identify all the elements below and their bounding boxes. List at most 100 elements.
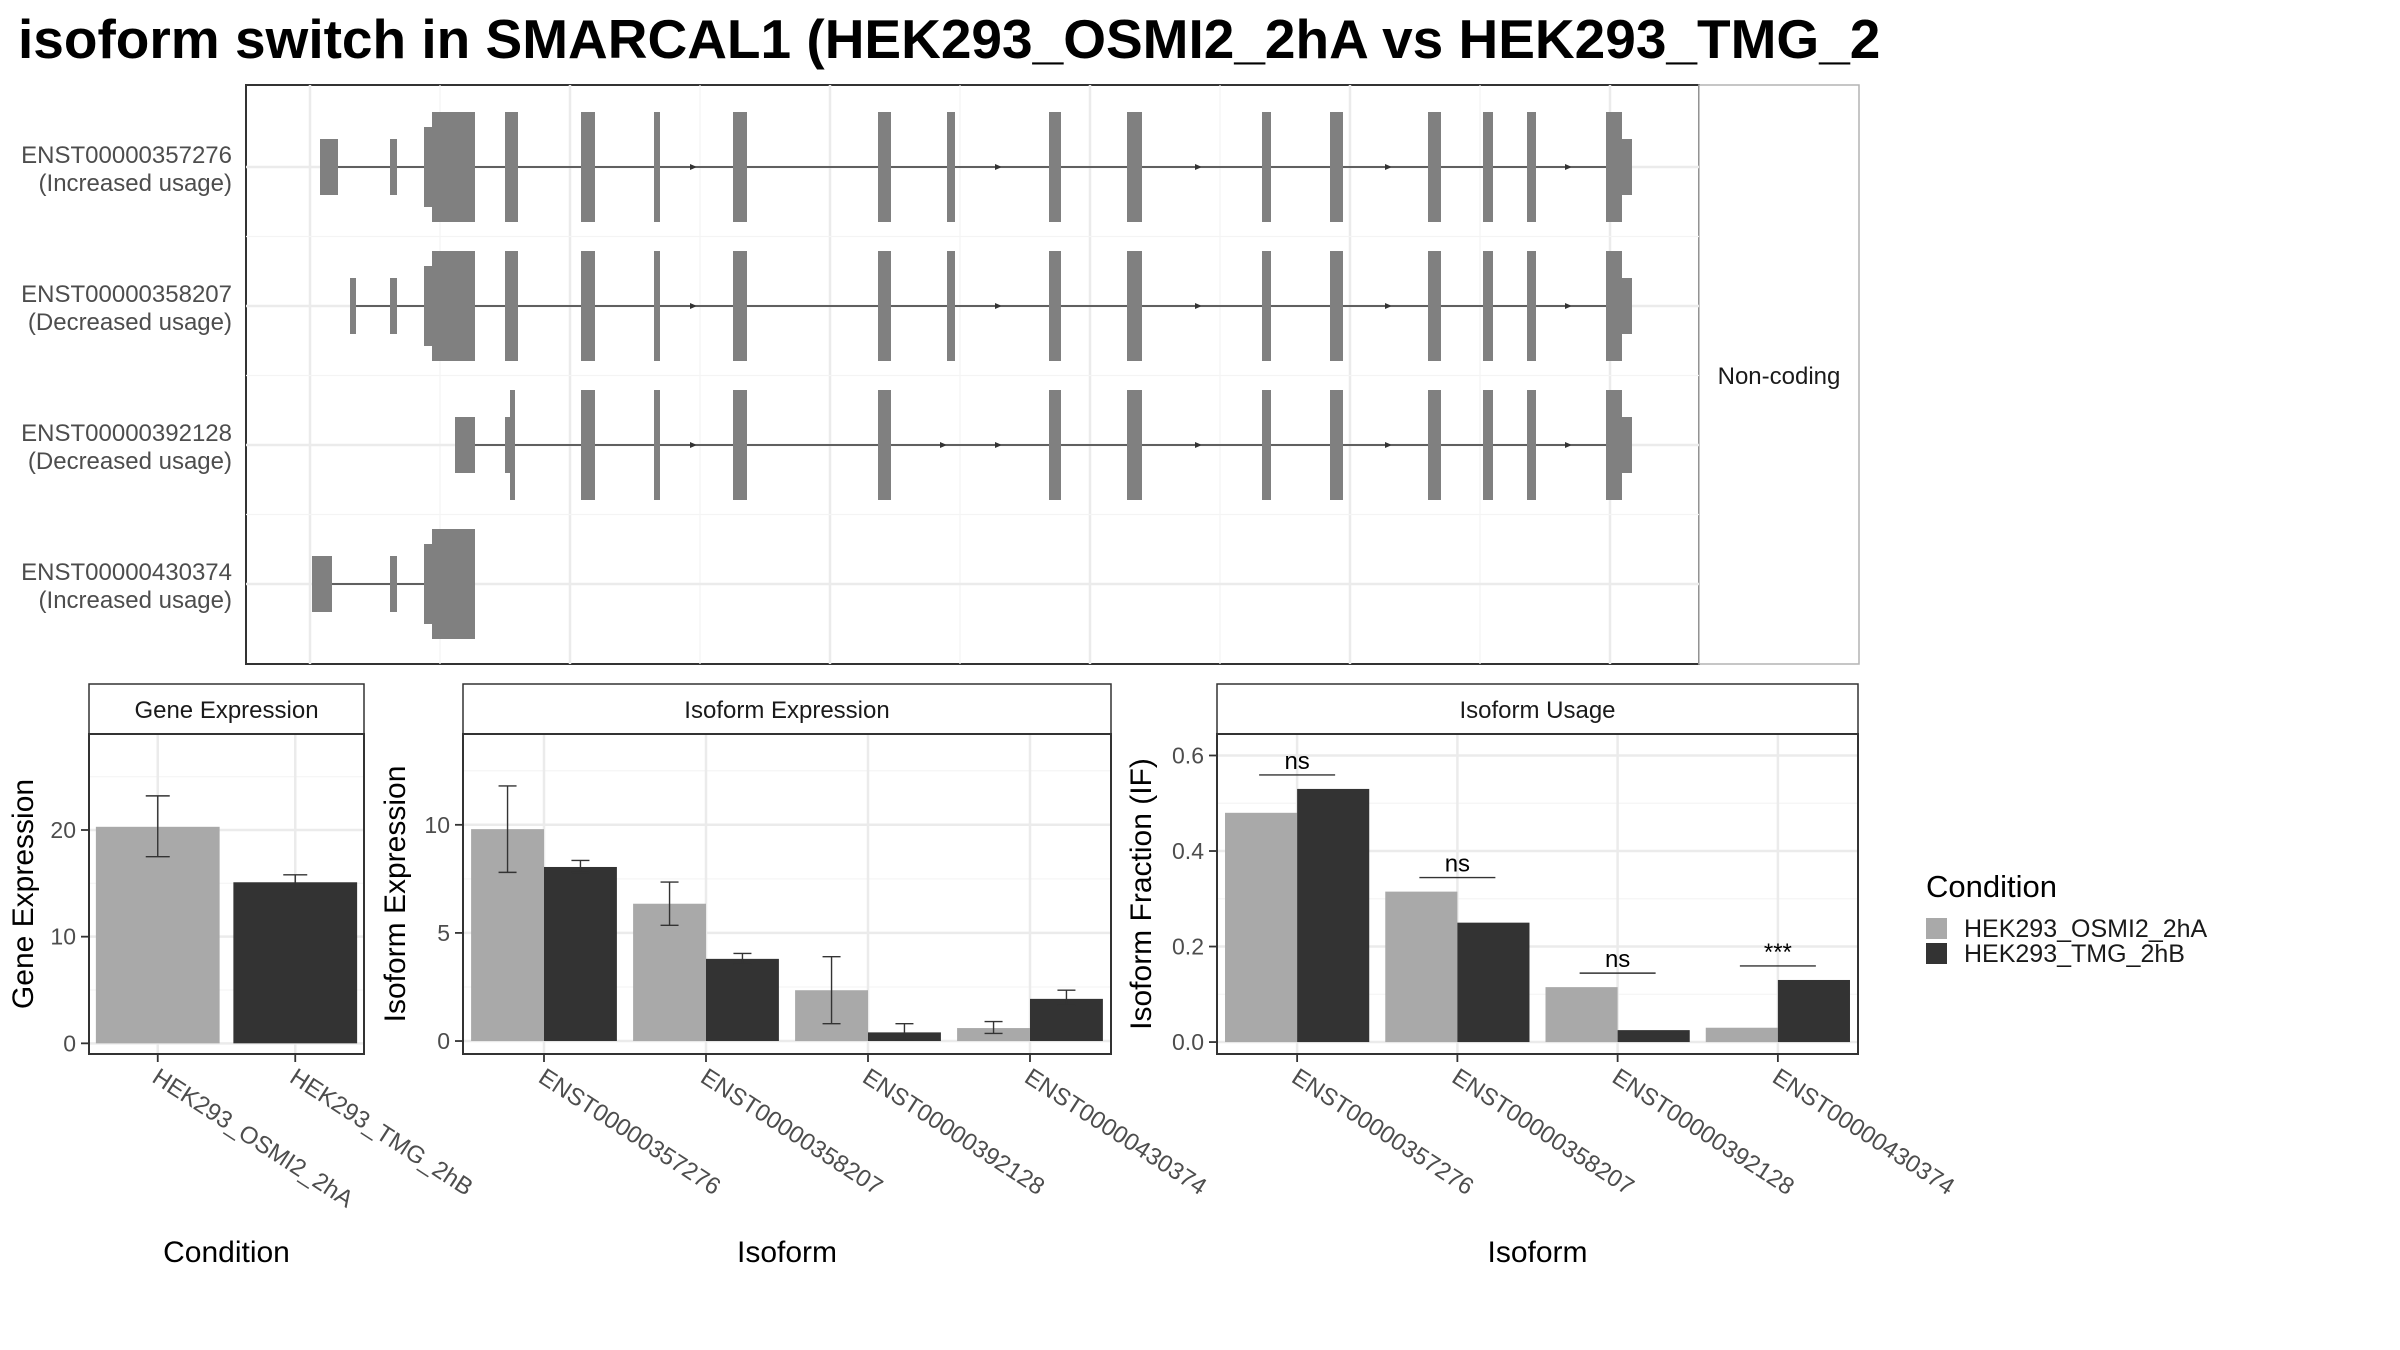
utr-exon [1622, 278, 1632, 334]
bar [1617, 1030, 1690, 1043]
strand-arrow [690, 303, 697, 309]
coding-exon [424, 266, 432, 346]
coding-exon [878, 390, 891, 500]
bar [1225, 812, 1298, 1043]
gene-expression-y-title: Gene Expression [7, 779, 40, 1009]
strand-arrow [1385, 442, 1392, 448]
legend-label-osmi2: HEK293_OSMI2_2hA [1964, 915, 2208, 943]
strand-arrow [995, 164, 1002, 170]
strand-arrow [690, 164, 697, 170]
structure-panel-frame [245, 84, 1700, 665]
coding-exon [1127, 390, 1142, 500]
bar [633, 903, 706, 1042]
bar [706, 958, 779, 1042]
y-tick-label: 0.6 [1172, 742, 1204, 768]
isoform-structure-ENST00000430374 [312, 529, 475, 639]
isoform-label-note: (Decreased usage) [28, 309, 232, 336]
coding-exon [1428, 251, 1441, 361]
legend-title: Condition [1926, 869, 2057, 904]
coding-exon [1527, 251, 1536, 361]
y-tick-label: 20 [50, 817, 76, 843]
isoform-label-id: ENST00000358207 [21, 281, 232, 308]
condition-legend: Condition HEK293_OSMI2_2hA HEK293_TMG_2h… [1926, 869, 2208, 968]
significance-label: ns [1605, 946, 1630, 973]
coding-exon [1262, 390, 1271, 500]
utr-exon [390, 278, 397, 334]
isoform-label-note: (Increased usage) [39, 587, 232, 614]
coding-exon [654, 112, 660, 222]
figure-title: isoform switch in SMARCAL1 (HEK293_OSMI2… [18, 8, 1880, 70]
coding-exon [1127, 112, 1142, 222]
utr-exon [312, 556, 332, 612]
gene-expression-strip-label: Gene Expression [134, 697, 318, 724]
coding-exon [505, 112, 518, 222]
y-tick-label: 0.2 [1172, 934, 1204, 960]
isoform-label-id: ENST00000357276 [21, 142, 232, 169]
coding-exon [1127, 251, 1142, 361]
structure-strip-frame [1698, 84, 1860, 665]
bar [1777, 979, 1850, 1043]
isoform-structure-ENST00000392128 [455, 390, 1632, 500]
coding-exon [1527, 112, 1536, 222]
gene-expression-frame [88, 733, 365, 1055]
legend-swatch-tmg [1926, 943, 1947, 964]
isoform-expression-panel: Isoform Expression 0510ENST00000357276EN… [379, 683, 1212, 1269]
coding-exon [947, 112, 955, 222]
x-tick-label: ENST00000430374 [1020, 1063, 1212, 1200]
isoform-label-id: ENST00000392128 [21, 420, 232, 447]
coding-exon [581, 112, 595, 222]
coding-exon [878, 251, 891, 361]
strand-arrow [1385, 303, 1392, 309]
bar [95, 826, 220, 1044]
coding-exon [878, 112, 891, 222]
bar [1297, 788, 1370, 1043]
coding-exon [947, 251, 955, 361]
coding-exon [1330, 251, 1343, 361]
strand-arrow [1385, 164, 1392, 170]
strand-arrow [1565, 442, 1572, 448]
utr-exon [455, 417, 475, 473]
coding-exon [1483, 112, 1493, 222]
significance-label: *** [1764, 939, 1792, 966]
strand-arrow [690, 442, 697, 448]
isoform-label-note: (Decreased usage) [28, 448, 232, 475]
coding-exon [733, 112, 747, 222]
isoform-expression-frame [462, 733, 1112, 1055]
coding-exon [1527, 390, 1536, 500]
isoform-usage-bars [1225, 788, 1850, 1043]
coding-exon [1483, 390, 1493, 500]
isoform-usage-x-title: Isoform [1487, 1236, 1587, 1269]
significance-label: ns [1284, 748, 1309, 775]
bar [1545, 987, 1618, 1043]
coding-exon [1428, 390, 1441, 500]
bar [544, 866, 617, 1042]
isoform-expression-strip-label: Isoform Expression [684, 697, 889, 724]
coding-exon [1262, 251, 1271, 361]
legend-swatch-osmi2 [1926, 918, 1947, 939]
utr-exon [320, 139, 338, 195]
y-tick-label: 0.4 [1172, 838, 1204, 864]
gene-expression-strip [88, 683, 365, 735]
strand-arrow [940, 442, 947, 448]
isoform-expression-strip [462, 683, 1112, 735]
coding-exon [505, 251, 518, 361]
coding-exon [1606, 112, 1622, 222]
coding-exon [1049, 112, 1061, 222]
coding-exon [1262, 112, 1271, 222]
coding-exon [1428, 112, 1441, 222]
coding-exon [1330, 390, 1343, 500]
coding-exon [581, 390, 595, 500]
y-tick-label: 0 [63, 1030, 76, 1056]
utr-exon [1622, 417, 1632, 473]
gene-expression-panel: Gene Expression 01020HEK293_OSMI2_2hAHEK… [7, 683, 478, 1269]
utr-exon [350, 278, 356, 334]
y-tick-label: 10 [50, 924, 76, 950]
isoform-usage-panel: Isoform Usage 0.00.20.40.6ENST0000035727… [1125, 683, 1959, 1269]
strand-arrow [995, 442, 1002, 448]
isoform-usage-strip-label: Isoform Usage [1459, 697, 1615, 724]
coding-exon [733, 390, 747, 500]
coding-exon [654, 390, 660, 500]
strand-arrow [1565, 164, 1572, 170]
coding-exon [1483, 251, 1493, 361]
gene-expression-bars [95, 795, 358, 1044]
